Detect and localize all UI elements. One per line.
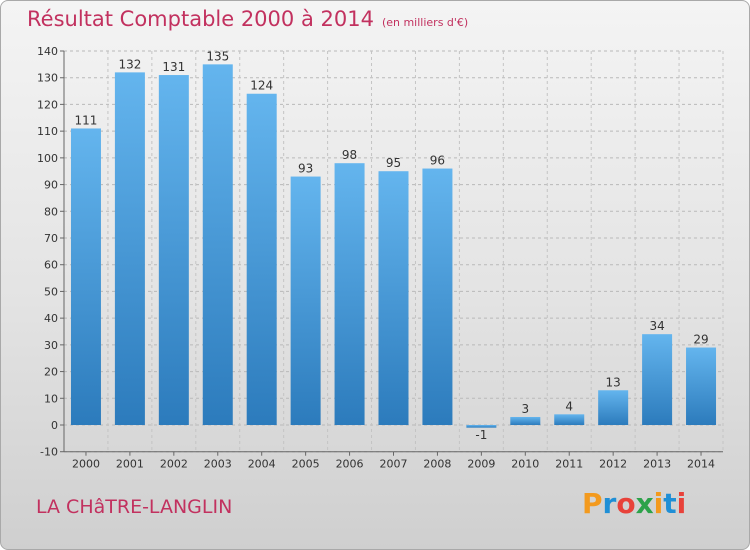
chart-unit-label: (en milliers d'€) bbox=[381, 16, 469, 29]
bar-2007 bbox=[378, 171, 409, 425]
y-tick-label: 80 bbox=[44, 205, 58, 218]
data-label-2007: 95 bbox=[386, 156, 401, 170]
data-label-2014: 29 bbox=[693, 333, 708, 347]
x-tick-label-2003: 2003 bbox=[204, 458, 232, 471]
data-label-2011: 4 bbox=[565, 399, 573, 413]
bar-2009 bbox=[466, 425, 497, 428]
y-tick-label: 70 bbox=[44, 232, 58, 245]
y-tick-label: -10 bbox=[40, 446, 58, 459]
x-tick-label-2005: 2005 bbox=[292, 458, 320, 471]
data-label-2009: -1 bbox=[475, 428, 487, 442]
bar-layer bbox=[70, 64, 717, 428]
data-label-2006: 98 bbox=[342, 148, 357, 162]
y-tick-label: 130 bbox=[37, 72, 58, 85]
x-tick-label-2011: 2011 bbox=[555, 458, 583, 471]
bar-2011 bbox=[554, 414, 585, 425]
commune-name: LA CHâTRE-LANGLIN bbox=[36, 496, 233, 518]
bar-2012 bbox=[598, 390, 629, 425]
data-label-2013: 34 bbox=[649, 319, 664, 333]
bar-2014 bbox=[686, 347, 717, 425]
data-label-2000: 111 bbox=[75, 113, 98, 127]
y-tick-label: 30 bbox=[44, 339, 58, 352]
x-tick-label-2014: 2014 bbox=[687, 458, 715, 471]
bar-2013 bbox=[642, 334, 673, 425]
proxiti-logo[interactable]: Proxiti bbox=[582, 487, 686, 520]
data-label-2001: 132 bbox=[118, 57, 141, 71]
bar-2010 bbox=[510, 416, 541, 425]
axis-layer: -10 0 10 20 30 40 50 60 70 80 90 100 110 120 130 140 200… bbox=[37, 45, 723, 471]
logo-letter: P bbox=[582, 487, 603, 520]
logo-letter: i bbox=[676, 487, 687, 520]
data-label-2004: 124 bbox=[250, 79, 273, 93]
bar-2001 bbox=[114, 72, 145, 425]
data-label-2008: 96 bbox=[430, 154, 445, 168]
logo-letter: x bbox=[635, 487, 654, 520]
data-label-2012: 13 bbox=[606, 375, 621, 389]
data-label-2002: 131 bbox=[162, 60, 185, 74]
x-tick-label-2000: 2000 bbox=[72, 458, 100, 471]
chart-title: Résultat Comptable 2000 à 2014 (en millie… bbox=[27, 7, 468, 31]
x-tick-label-2004: 2004 bbox=[248, 458, 276, 471]
x-tick-label-2002: 2002 bbox=[160, 458, 188, 471]
bar-2004 bbox=[246, 93, 277, 425]
bar-2003 bbox=[202, 64, 233, 425]
bar-2002 bbox=[158, 75, 189, 426]
y-tick-label: 50 bbox=[44, 285, 58, 298]
data-label-2005: 93 bbox=[298, 162, 313, 176]
y-tick-label: 90 bbox=[44, 179, 58, 192]
x-tick-label-2012: 2012 bbox=[599, 458, 627, 471]
bar-2005 bbox=[290, 176, 321, 425]
y-tick-label: 40 bbox=[44, 312, 58, 325]
data-label-2003: 135 bbox=[206, 49, 229, 63]
chart-title-text: Résultat Comptable 2000 à 2014 bbox=[27, 7, 374, 31]
y-tick-label: 60 bbox=[44, 259, 58, 272]
y-tick-label: 20 bbox=[44, 366, 58, 379]
y-tick-label: 100 bbox=[37, 152, 58, 165]
x-tick-label-2009: 2009 bbox=[467, 458, 495, 471]
bar-2000 bbox=[70, 128, 101, 425]
y-tick-label: 120 bbox=[37, 98, 58, 111]
x-tick-label-2007: 2007 bbox=[380, 458, 408, 471]
y-tick-label: 140 bbox=[37, 45, 58, 58]
logo-letter: o bbox=[616, 487, 636, 520]
data-label-2010: 3 bbox=[521, 402, 529, 416]
bar-2008 bbox=[422, 168, 453, 426]
bar-2006 bbox=[334, 163, 365, 425]
logo-letter: i bbox=[653, 487, 664, 520]
logo-letter: r bbox=[602, 487, 617, 520]
x-tick-label-2001: 2001 bbox=[116, 458, 144, 471]
x-tick-label-2008: 2008 bbox=[423, 458, 451, 471]
x-tick-label-2006: 2006 bbox=[336, 458, 364, 471]
logo-letter: t bbox=[663, 487, 677, 520]
y-tick-label: 10 bbox=[44, 392, 58, 405]
y-tick-label: 0 bbox=[51, 419, 58, 432]
x-tick-label-2010: 2010 bbox=[511, 458, 539, 471]
x-tick-label-2013: 2013 bbox=[643, 458, 671, 471]
y-tick-label: 110 bbox=[37, 125, 58, 138]
